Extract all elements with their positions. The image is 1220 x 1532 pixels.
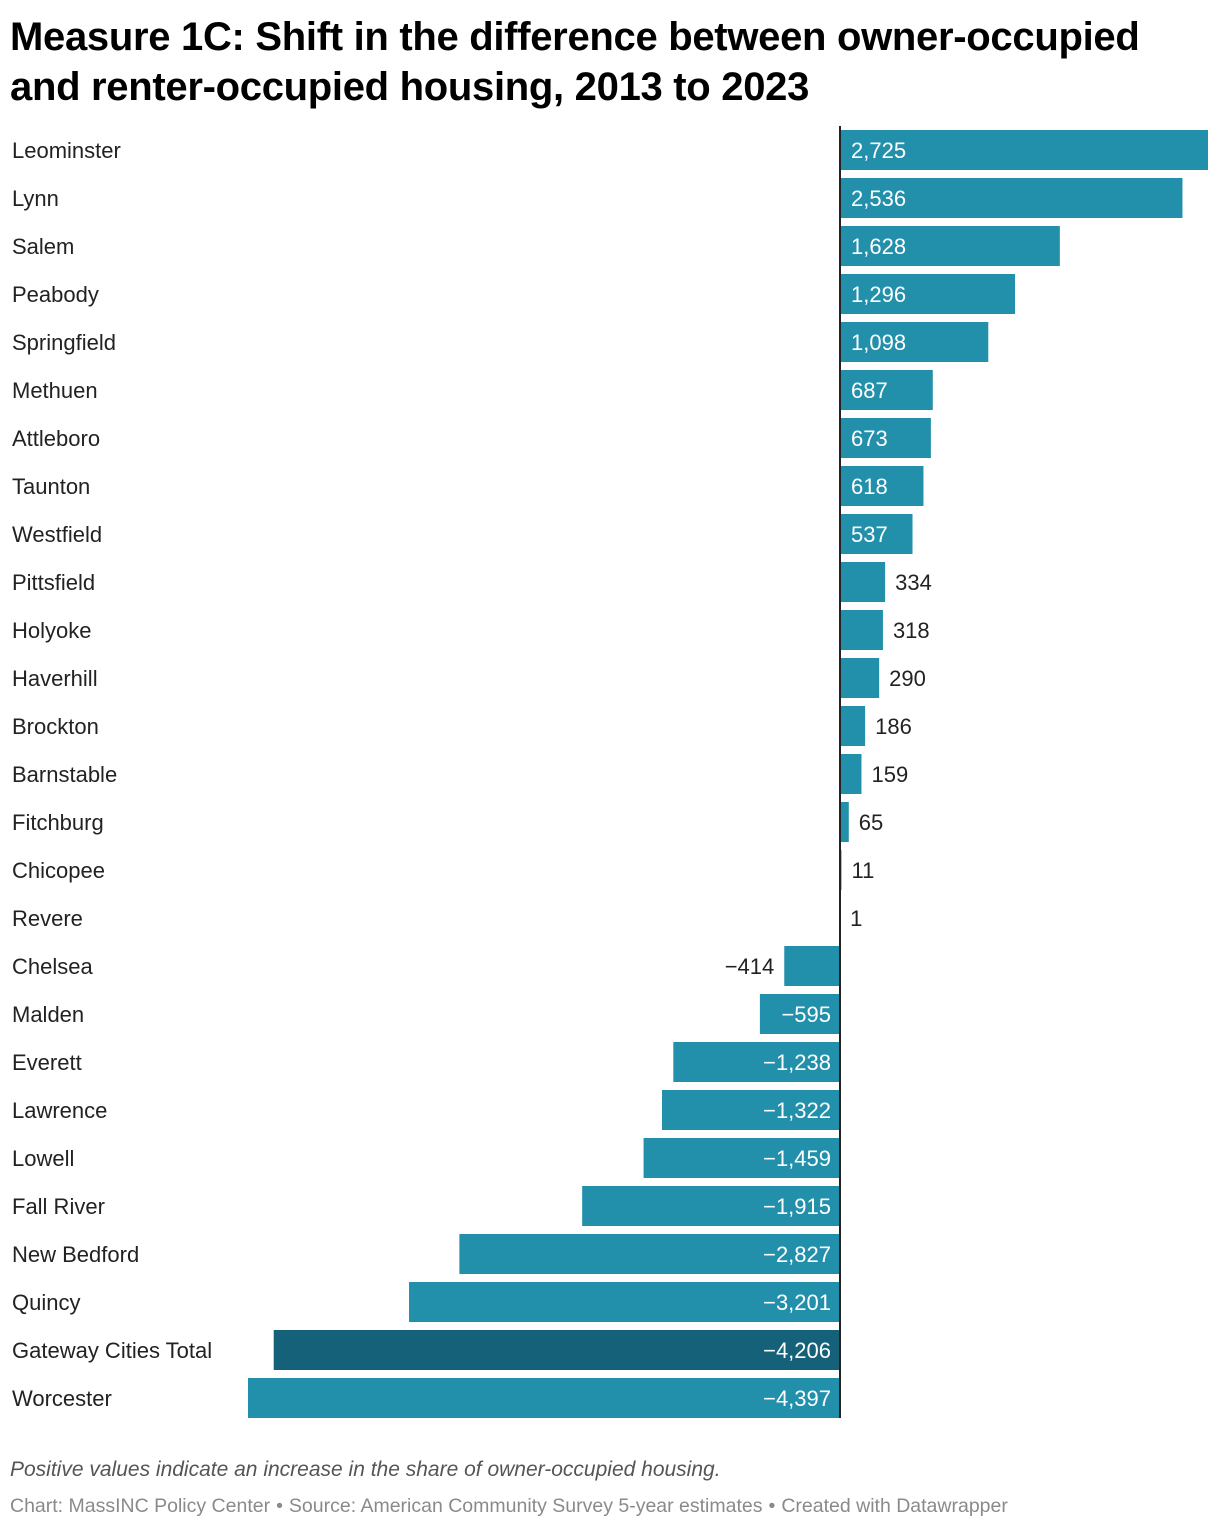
bar bbox=[840, 466, 924, 506]
bar bbox=[840, 130, 1208, 170]
value-label: 687 bbox=[851, 378, 888, 403]
category-label: Chelsea bbox=[12, 954, 93, 979]
category-label: Pittsfield bbox=[12, 570, 95, 595]
value-label: 1 bbox=[850, 906, 862, 931]
bar bbox=[582, 1186, 840, 1226]
category-label: Haverhill bbox=[12, 666, 98, 691]
footer-source: Source: American Community Survey 5-year… bbox=[288, 1495, 763, 1517]
value-label: 1,098 bbox=[851, 330, 906, 355]
value-label: −1,322 bbox=[763, 1098, 831, 1123]
bar bbox=[840, 514, 913, 554]
value-label: −3,201 bbox=[763, 1290, 831, 1315]
footer-created-with: Created with Datawrapper bbox=[781, 1495, 1008, 1517]
value-label: −595 bbox=[781, 1002, 831, 1027]
bar bbox=[840, 610, 883, 650]
bar bbox=[759, 994, 840, 1034]
value-label: −2,827 bbox=[763, 1242, 831, 1267]
bar bbox=[840, 274, 1016, 314]
category-label: Lowell bbox=[12, 1146, 74, 1171]
footer-separator: • bbox=[768, 1495, 776, 1517]
bar bbox=[840, 706, 866, 746]
value-label: 2,536 bbox=[851, 186, 906, 211]
category-label: Revere bbox=[12, 906, 83, 931]
category-label: Everett bbox=[12, 1050, 82, 1075]
category-label: Taunton bbox=[12, 474, 90, 499]
category-label: Barnstable bbox=[12, 762, 117, 787]
value-label: 1,628 bbox=[851, 234, 906, 259]
category-label: Fitchburg bbox=[12, 810, 104, 835]
category-label: Worcester bbox=[12, 1386, 112, 1411]
category-label: Malden bbox=[12, 1002, 84, 1027]
category-label: Lynn bbox=[12, 186, 59, 211]
bar bbox=[673, 1042, 840, 1082]
bar bbox=[643, 1138, 840, 1178]
value-label: 537 bbox=[851, 522, 888, 547]
category-label: Lawrence bbox=[12, 1098, 107, 1123]
bar bbox=[840, 226, 1060, 266]
value-label: 318 bbox=[893, 618, 930, 643]
category-label: Fall River bbox=[12, 1194, 105, 1219]
value-label: 334 bbox=[895, 570, 932, 595]
value-label: 65 bbox=[859, 810, 883, 835]
bar bbox=[840, 370, 933, 410]
category-label: Springfield bbox=[12, 330, 116, 355]
bar bbox=[840, 178, 1183, 218]
value-label: −1,915 bbox=[763, 1194, 831, 1219]
category-label: Westfield bbox=[12, 522, 102, 547]
footer-separator: • bbox=[276, 1495, 283, 1517]
category-label: Salem bbox=[12, 234, 74, 259]
chart-title: Measure 1C: Shift in the difference betw… bbox=[10, 15, 1140, 109]
footer-chart-by: Chart: MassINC Policy Center bbox=[10, 1495, 271, 1517]
chart-footer: Chart: MassINC Policy Center • Source: Ame… bbox=[10, 1495, 1008, 1518]
category-label: Brockton bbox=[12, 714, 99, 739]
bar bbox=[840, 802, 849, 842]
value-label: 159 bbox=[871, 762, 908, 787]
bar bbox=[840, 322, 989, 362]
category-label: Attleboro bbox=[12, 426, 100, 451]
value-label: −1,238 bbox=[763, 1050, 831, 1075]
bar bbox=[459, 1234, 840, 1274]
category-label: Leominster bbox=[12, 138, 121, 163]
bar bbox=[840, 562, 886, 602]
category-label: Quincy bbox=[12, 1290, 80, 1315]
value-label: −4,397 bbox=[763, 1386, 831, 1411]
bar bbox=[840, 754, 862, 794]
value-label: 618 bbox=[851, 474, 888, 499]
value-label: 11 bbox=[851, 858, 874, 883]
value-label: 2,725 bbox=[851, 138, 906, 163]
chart-note: Positive values indicate an increase in … bbox=[10, 1458, 721, 1481]
category-label: Gateway Cities Total bbox=[12, 1338, 212, 1363]
bar bbox=[840, 658, 880, 698]
value-label: −4,206 bbox=[763, 1338, 831, 1363]
bar bbox=[784, 946, 840, 986]
value-label: 186 bbox=[875, 714, 912, 739]
category-label: Holyoke bbox=[12, 618, 91, 643]
value-label: −1,459 bbox=[763, 1146, 831, 1171]
category-label: New Bedford bbox=[12, 1242, 139, 1267]
bar bbox=[409, 1282, 840, 1322]
bar-chart: Leominster 2,725 Lynn 2,536 Salem 1,628 Peabod… bbox=[12, 126, 1208, 1418]
category-label: Peabody bbox=[12, 282, 99, 307]
value-label: 673 bbox=[851, 426, 888, 451]
bar bbox=[840, 418, 931, 458]
value-label: 290 bbox=[889, 666, 926, 691]
bar bbox=[662, 1090, 840, 1130]
value-label: −414 bbox=[725, 954, 775, 979]
value-label: 1,296 bbox=[851, 282, 906, 307]
bar bbox=[273, 1330, 841, 1370]
category-label: Methuen bbox=[12, 378, 98, 403]
category-label: Chicopee bbox=[12, 858, 105, 883]
bar bbox=[248, 1378, 840, 1418]
